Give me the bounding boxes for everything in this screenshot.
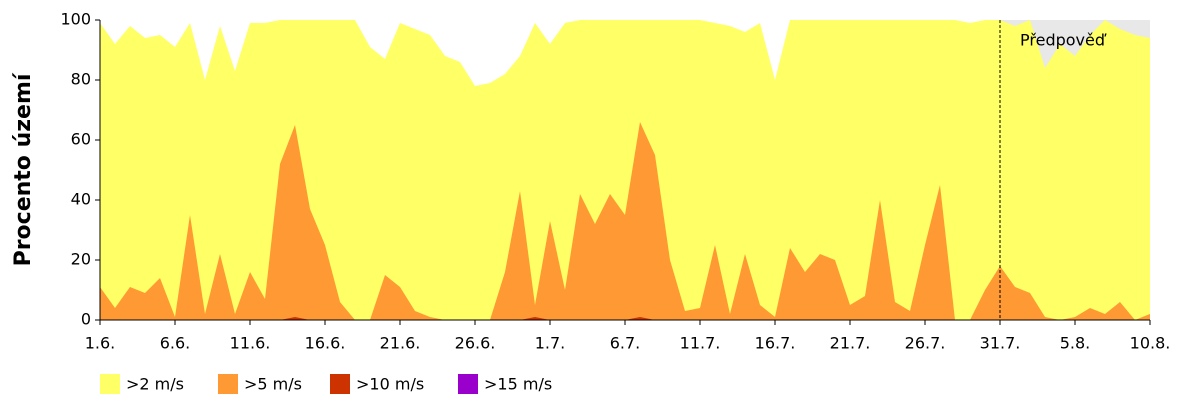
x-tick-label: 1.7. [535, 334, 566, 353]
x-tick-label: 31.7. [980, 334, 1021, 353]
x-tick-label: 6.7. [610, 334, 641, 353]
x-tick-label: 26.7. [905, 334, 946, 353]
x-tick-label: 11.7. [680, 334, 721, 353]
y-axis-label: Procento území [11, 72, 36, 266]
legend-label: >10 m/s [356, 375, 424, 394]
area [100, 122, 1150, 320]
x-tick-label: 21.7. [830, 334, 871, 353]
y-tick-label: 0 [81, 310, 91, 329]
x-tick-label: 10.8. [1130, 334, 1171, 353]
legend-swatch [218, 374, 238, 394]
x-tick-label: 11.6. [230, 334, 271, 353]
x-tick-label: 26.6. [455, 334, 496, 353]
x-tick-label: 21.6. [380, 334, 421, 353]
legend-swatch [330, 374, 350, 394]
legend-swatch [100, 374, 120, 394]
legend-label: >5 m/s [244, 375, 302, 394]
annotation: Předpověď [1020, 31, 1107, 50]
x-tick-label: 16.6. [305, 334, 346, 353]
y-tick-label: 80 [71, 70, 91, 89]
y-tick-label: 20 [71, 250, 91, 269]
x-tick-label: 6.6. [160, 334, 191, 353]
y-tick-label: 60 [71, 130, 91, 149]
x-tick-label: 16.7. [755, 334, 796, 353]
x-tick-label: 1.6. [85, 334, 116, 353]
legend-label: >2 m/s [126, 375, 184, 394]
legend-label: >15 m/s [484, 375, 552, 394]
legend-swatch [458, 374, 478, 394]
y-tick-label: 100 [60, 10, 91, 29]
y-tick-label: 40 [71, 190, 91, 209]
area [100, 20, 1150, 320]
x-tick-label: 5.8. [1060, 334, 1091, 353]
